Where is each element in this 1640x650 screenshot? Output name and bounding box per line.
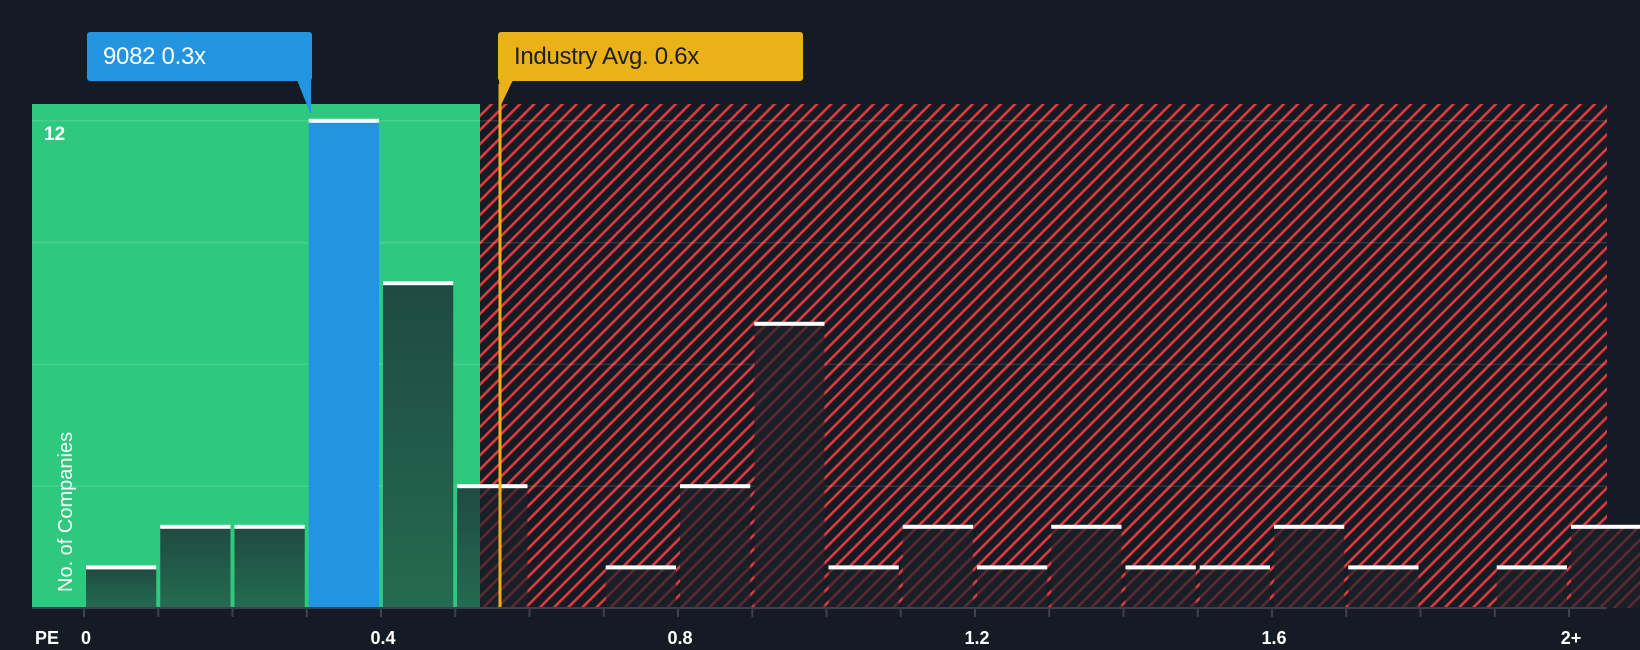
industry-avg-callout: Industry Avg. 0.6x (498, 32, 803, 81)
histogram-bar (902, 524, 973, 608)
x-tick-1-6: 1.6 (1261, 628, 1287, 648)
histogram-bar (1348, 565, 1419, 608)
y-axis-label: No. of Companies (55, 431, 77, 592)
histogram-bar (383, 281, 454, 608)
histogram-bar (234, 524, 305, 608)
histogram-bar (977, 565, 1048, 608)
histogram-bar (1125, 565, 1196, 608)
histogram-bar (828, 565, 899, 608)
histogram-bar (1051, 524, 1122, 608)
overvalued-zone (480, 104, 1607, 608)
company-callout-pointer (297, 80, 311, 115)
histogram-bar (680, 484, 751, 608)
x-tick-0: 0 (80, 628, 92, 648)
x-axis-ticks (83, 609, 1570, 617)
histogram-bar (1571, 524, 1640, 608)
x-tick-0-4: 0.4 (370, 628, 396, 648)
x-tick-1-2: 1.2 (964, 628, 990, 648)
histogram-bar (1199, 565, 1270, 608)
histogram-bar (160, 524, 231, 608)
histogram-bar (754, 321, 825, 608)
x-axis-label: PE (35, 628, 60, 648)
histogram-bar (1274, 524, 1345, 608)
histogram-bars (86, 118, 1640, 609)
x-tick-2-plus: 2+ (1560, 628, 1582, 648)
company-pe-callout: 9082 0.3x (87, 32, 312, 81)
industry-callout-pointer (499, 80, 513, 105)
histogram-bar (457, 484, 528, 608)
histogram-bar (86, 565, 157, 608)
histogram-bar (1496, 565, 1567, 608)
x-tick-0-8: 0.8 (667, 628, 693, 648)
histogram-bar (605, 565, 676, 608)
company-bar (308, 118, 379, 609)
y-axis-max-tick: 12 (44, 124, 66, 145)
